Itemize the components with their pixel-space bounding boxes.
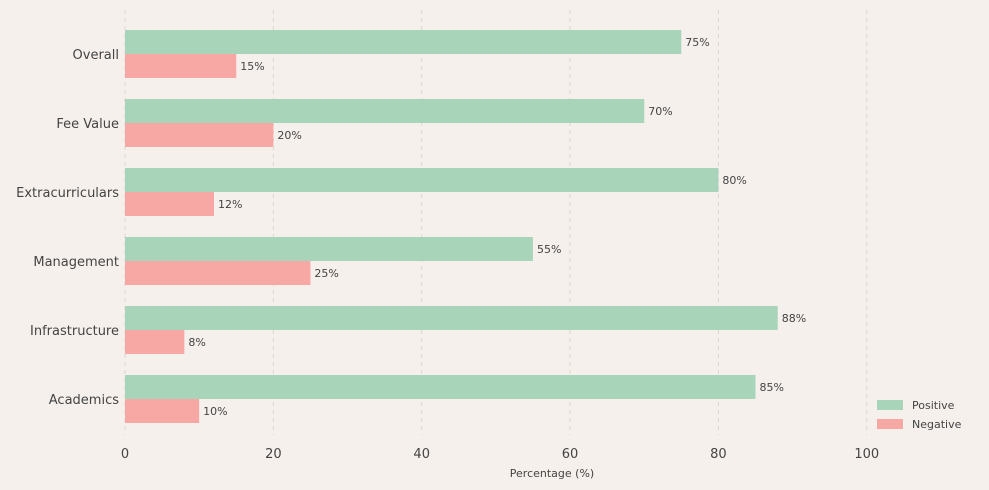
positive-data-label: 80% bbox=[722, 174, 746, 187]
x-axis-ticks: 0 20 40 60 80 100 bbox=[121, 447, 879, 462]
positive-data-label: 88% bbox=[782, 312, 806, 325]
positive-bar bbox=[125, 375, 756, 399]
legend-swatch-positive bbox=[877, 400, 903, 410]
negative-data-label: 20% bbox=[277, 129, 301, 142]
x-tick-label: 40 bbox=[413, 447, 430, 462]
x-tick-label: 60 bbox=[562, 447, 579, 462]
x-tick-label: 80 bbox=[710, 447, 727, 462]
x-tick-label: 20 bbox=[265, 447, 282, 462]
positive-bar bbox=[125, 99, 645, 123]
negative-bar bbox=[125, 54, 237, 78]
legend-swatch-negative bbox=[877, 419, 903, 429]
negative-data-label: 10% bbox=[203, 405, 227, 418]
legend: Positive Negative bbox=[877, 399, 962, 431]
legend-label-negative: Negative bbox=[912, 418, 962, 431]
negative-bar bbox=[125, 192, 215, 216]
category-label: Infrastructure bbox=[30, 324, 119, 339]
negative-bar bbox=[125, 261, 311, 285]
positive-bar bbox=[125, 237, 533, 261]
x-axis-title: Percentage (%) bbox=[510, 467, 594, 480]
negative-bar bbox=[125, 399, 200, 423]
negative-bar bbox=[125, 123, 274, 147]
grid-layer bbox=[124, 10, 868, 435]
negative-data-label: 12% bbox=[218, 198, 242, 211]
x-tick-label: 100 bbox=[854, 447, 879, 462]
positive-bar bbox=[125, 30, 682, 54]
x-tick-label: 0 bbox=[121, 447, 129, 462]
positive-bar bbox=[125, 168, 719, 192]
category-label: Fee Value bbox=[56, 117, 119, 132]
positive-data-label: 85% bbox=[759, 381, 783, 394]
positive-data-label: 55% bbox=[537, 243, 561, 256]
category-label: Management bbox=[33, 255, 119, 270]
positive-bar bbox=[125, 306, 778, 330]
category-label: Extracurriculars bbox=[16, 186, 119, 201]
bars-layer bbox=[125, 30, 778, 423]
labels-layer: 75% 15% 70% 20% 80% 12% 55% 25% 88% 8% 85% 10% bbox=[188, 36, 806, 418]
negative-data-label: 8% bbox=[188, 336, 205, 349]
y-axis-categories: Overall Fee Value Extracurriculars Manageme… bbox=[16, 48, 119, 408]
legend-label-positive: Positive bbox=[912, 399, 955, 412]
positive-data-label: 70% bbox=[648, 105, 672, 118]
negative-bar bbox=[125, 330, 185, 354]
positive-data-label: 75% bbox=[685, 36, 709, 49]
negative-data-label: 25% bbox=[314, 267, 338, 280]
category-label: Academics bbox=[49, 393, 119, 408]
category-label: Overall bbox=[73, 48, 119, 63]
negative-data-label: 15% bbox=[240, 60, 264, 73]
